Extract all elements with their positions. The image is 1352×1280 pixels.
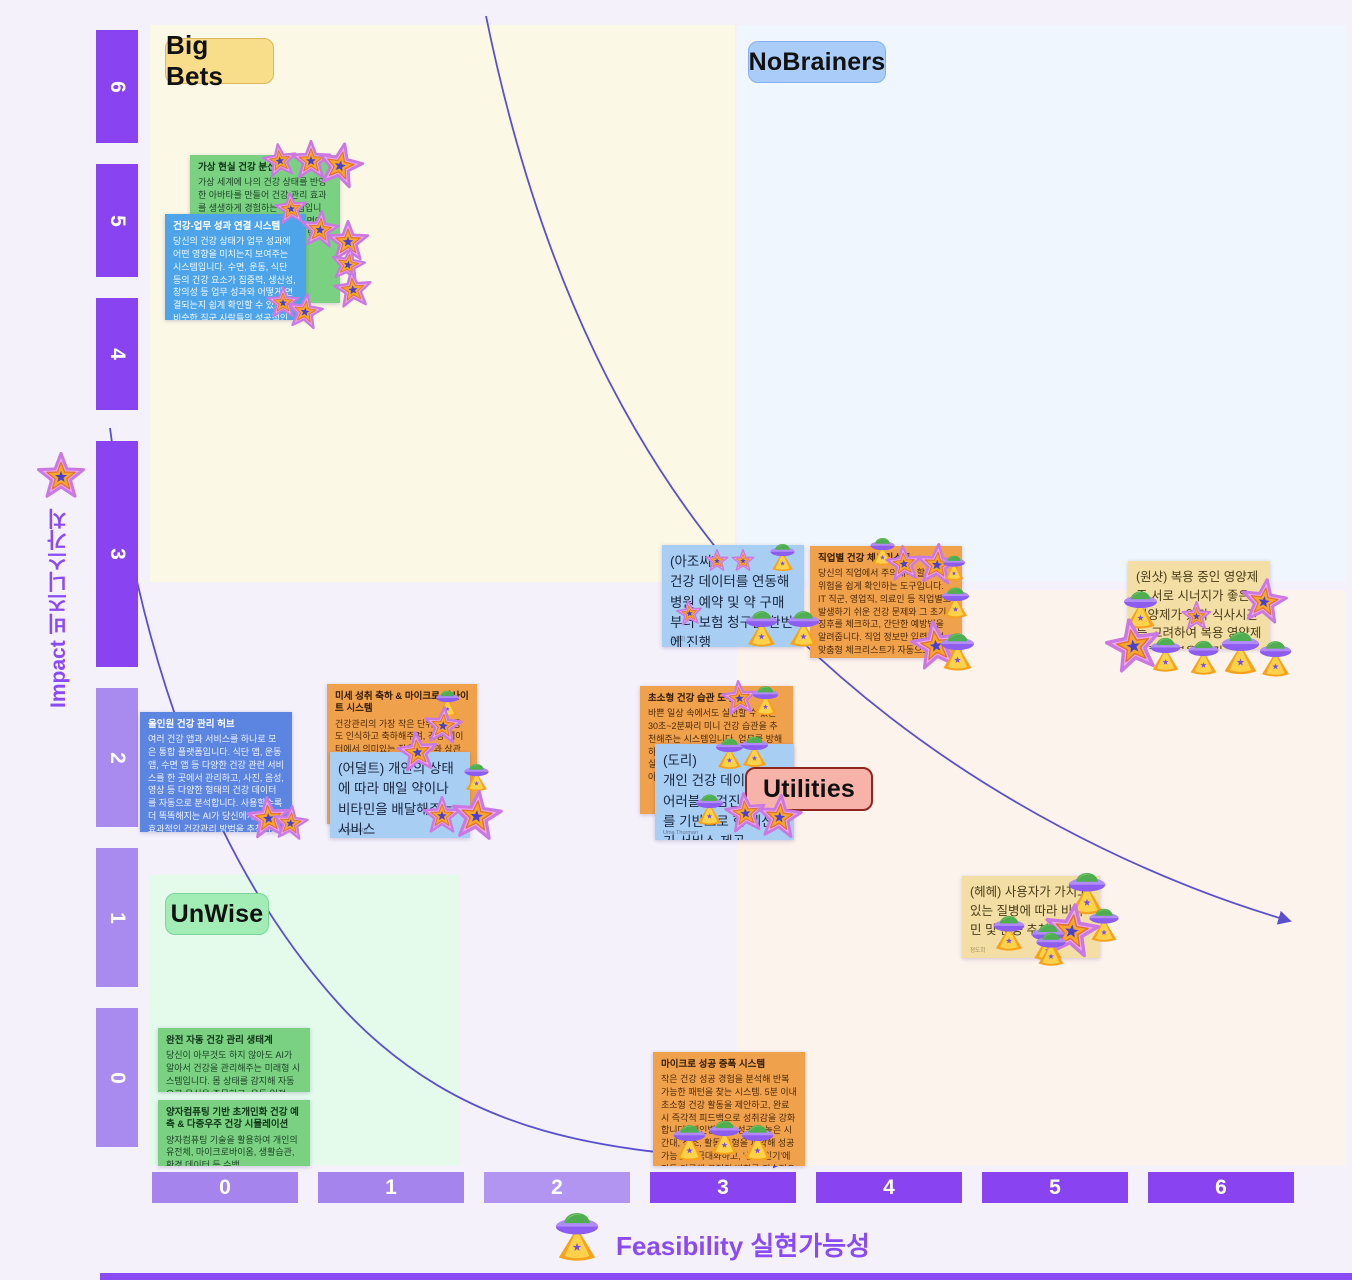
star-sticker-icon[interactable] xyxy=(331,268,375,312)
sticky-note-full-auto-ecosystem[interactable]: 완전 자동 건강 관리 생태계 당신이 아무것도 하지 않아도 AI가 알아서 … xyxy=(158,1028,310,1092)
star-sticker-icon[interactable] xyxy=(270,803,311,844)
note-title: 마이크로 성공 증폭 시스템 xyxy=(661,1059,766,1070)
y-axis-value: 3 xyxy=(106,548,129,560)
ufo-sticker-icon[interactable] xyxy=(1254,636,1297,679)
x-axis-value: 1 xyxy=(385,1175,397,1199)
y-axis-block-2[interactable]: 2 xyxy=(96,688,138,827)
bottom-frame-edge xyxy=(100,1273,1352,1280)
y-axis-value: 2 xyxy=(106,751,129,764)
ufo-sticker-icon[interactable] xyxy=(736,732,773,769)
ufo-sticker-icon[interactable] xyxy=(782,606,825,649)
x-axis-value: 4 xyxy=(883,1175,895,1199)
quadrant-nobrainers-area xyxy=(737,25,1345,582)
y-axis-block-3[interactable]: 3 xyxy=(96,441,138,667)
x-axis-value: 2 xyxy=(551,1175,563,1199)
y-axis-title: Impact 비즈니스가치 xyxy=(47,508,70,708)
star-sticker-icon[interactable] xyxy=(705,549,729,573)
sticky-note-quantum-simulation[interactable]: 양자컴퓨팅 기반 초개인화 건강 예측 & 다중우주 건강 시뮬레이션 양자컴퓨… xyxy=(158,1100,310,1166)
note-title: 양자컴퓨팅 기반 초개인화 건강 예측 & 다중우주 건강 시뮬레이션 xyxy=(166,1107,299,1131)
x-axis-block-1[interactable]: 1 xyxy=(318,1172,464,1203)
y-axis-block-0[interactable]: 0 xyxy=(96,1008,138,1147)
note-body: 당신의 건강 상태가 업무 성과에 어떤 영향을 미치는지 보여주는 시스템입니… xyxy=(173,236,296,320)
ufo-sticker-icon[interactable] xyxy=(740,606,783,649)
x-axis-block-3[interactable]: 3 xyxy=(650,1172,796,1203)
x-axis-value: 3 xyxy=(717,1175,729,1199)
note-author: sungmi0607 xyxy=(338,828,368,834)
star-sticker-icon[interactable] xyxy=(731,549,755,573)
star-sticker-icon[interactable] xyxy=(284,291,327,334)
label-nobrainers[interactable]: NoBrainers xyxy=(748,41,886,83)
x-axis-block-6[interactable]: 6 xyxy=(1148,1172,1294,1203)
x-axis-block-2[interactable]: 2 xyxy=(484,1172,630,1203)
x-axis-block-4[interactable]: 4 xyxy=(816,1172,962,1203)
ufo-sticker-icon[interactable] xyxy=(939,552,969,582)
note-title: 완전 자동 건강 관리 생태계 xyxy=(166,1035,273,1046)
label-unwise[interactable]: UnWise xyxy=(165,893,269,935)
x-axis-block-0[interactable]: 0 xyxy=(152,1172,298,1203)
note-body: 당신이 아무것도 하지 않아도 AI가 알아서 건강을 관리해주는 미래형 시스… xyxy=(166,1050,301,1092)
y-axis-block-6[interactable]: 6 xyxy=(96,30,138,143)
x-axis-title: Feasibility 실현가능성 xyxy=(616,1231,870,1261)
star-sticker-icon[interactable] xyxy=(447,787,505,845)
x-axis-value: 0 xyxy=(219,1175,231,1199)
y-axis-value: 6 xyxy=(106,80,129,93)
y-axis-value: 1 xyxy=(106,911,129,924)
note-title: 올인원 건강 관리 허브 xyxy=(148,719,235,730)
note-title: 건강-업무 성과 연결 시스템 xyxy=(173,221,281,232)
star-sticker-icon[interactable] xyxy=(312,138,369,195)
note-author: Uma Thurman xyxy=(663,830,699,836)
star-sticker-icon[interactable] xyxy=(1237,575,1291,629)
y-axis-block-5[interactable]: 5 xyxy=(96,164,138,277)
x-axis-block-5[interactable]: 5 xyxy=(982,1172,1128,1203)
ufo-sticker-icon[interactable] xyxy=(766,540,799,573)
star-sticker-icon[interactable] xyxy=(675,599,705,629)
star-sticker-icon[interactable] xyxy=(1181,601,1212,632)
label-big-bets[interactable]: Big Bets xyxy=(165,30,274,91)
star-sticker-icon[interactable] xyxy=(394,729,441,776)
y-axis-value: 0 xyxy=(106,1071,129,1084)
x-axis-value: 6 xyxy=(1215,1175,1227,1199)
ufo-sticker-icon[interactable] xyxy=(1031,928,1071,968)
y-axis-value: 4 xyxy=(106,348,129,360)
ufo-sticker-icon[interactable] xyxy=(748,682,783,717)
ufo-sticker-icon[interactable] xyxy=(1145,633,1186,674)
ufo-sticker-icon[interactable] xyxy=(988,911,1030,953)
note-author: 정도희 xyxy=(970,948,986,954)
note-author: 김성희 xyxy=(670,637,686,643)
x-axis-value: 5 xyxy=(1049,1175,1061,1199)
star-sticker-icon[interactable] xyxy=(754,792,805,843)
ufo-sticker-icon xyxy=(548,1206,606,1269)
sticky-note-health-work-performance[interactable]: 건강-업무 성과 연결 시스템 당신의 건강 상태가 업무 성과에 어떤 영향을… xyxy=(165,214,306,320)
star-sticker-icon xyxy=(36,452,86,502)
y-axis-block-1[interactable]: 1 xyxy=(96,848,138,987)
x-axis-legend: Feasibility 실현가능성 xyxy=(548,1206,870,1269)
y-axis-value: 5 xyxy=(106,214,129,227)
note-body: 양자컴퓨팅 기술을 활용하여 개인의 유전체, 마이크로바이옴, 생활습관, 환… xyxy=(166,1134,298,1166)
note-title: 가상 현실 건강 분신 xyxy=(198,162,276,173)
ufo-sticker-icon[interactable] xyxy=(935,628,980,673)
ufo-sticker-icon[interactable] xyxy=(736,1120,779,1163)
y-axis-block-4[interactable]: 4 xyxy=(96,298,138,410)
ufo-sticker-icon[interactable] xyxy=(937,583,974,620)
